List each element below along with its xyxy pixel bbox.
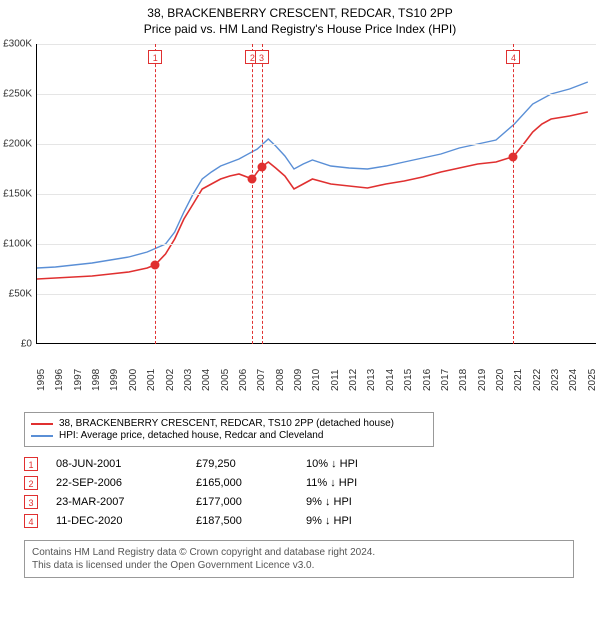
transaction-date: 22-SEP-2006: [56, 477, 196, 489]
legend-swatch: [31, 423, 53, 425]
legend-swatch: [31, 435, 53, 437]
transaction-marker: 4: [24, 514, 38, 528]
x-tick-label: 2019: [477, 369, 488, 391]
x-tick-label: 1999: [109, 369, 120, 391]
series-hpi: [37, 82, 588, 268]
x-tick-label: 1995: [36, 369, 47, 391]
chart-subtitle: Price paid vs. HM Land Registry's House …: [0, 22, 600, 36]
legend-row: 38, BRACKENBERRY CRESCENT, REDCAR, TS10 …: [31, 418, 427, 429]
footer-line1: Contains HM Land Registry data © Crown c…: [32, 546, 566, 559]
x-tick-label: 2013: [366, 369, 377, 391]
gridline: [37, 294, 596, 295]
transaction-row: 1 08-JUN-2001£79,25010% ↓ HPI: [24, 457, 600, 471]
marker-line-4: [513, 44, 514, 344]
transaction-row: 4 11-DEC-2020£187,5009% ↓ HPI: [24, 514, 600, 528]
x-tick-label: 2021: [513, 369, 524, 391]
marker-box-3: 3: [255, 50, 269, 64]
transaction-diff: 11% ↓ HPI: [306, 477, 396, 489]
marker-box-4: 4: [506, 50, 520, 64]
gridline: [37, 44, 596, 45]
transaction-date: 11-DEC-2020: [56, 515, 196, 527]
x-tick-label: 2020: [495, 369, 506, 391]
y-tick-label: £250K: [3, 89, 32, 100]
transaction-marker: 2: [24, 476, 38, 490]
x-tick-label: 2000: [128, 369, 139, 391]
marker-line-2: [252, 44, 253, 344]
transaction-marker: 1: [24, 457, 38, 471]
footer-attribution: Contains HM Land Registry data © Crown c…: [24, 540, 574, 578]
transaction-price: £165,000: [196, 477, 306, 489]
y-tick-label: £100K: [3, 239, 32, 250]
x-tick-label: 1998: [91, 369, 102, 391]
x-tick-label: 2004: [201, 369, 212, 391]
gridline: [37, 144, 596, 145]
transaction-date: 08-JUN-2001: [56, 458, 196, 470]
x-tick-label: 2008: [275, 369, 286, 391]
transaction-diff: 9% ↓ HPI: [306, 496, 396, 508]
transaction-price: £177,000: [196, 496, 306, 508]
marker-line-1: [155, 44, 156, 344]
x-tick-label: 2005: [220, 369, 231, 391]
x-tick-label: 2003: [183, 369, 194, 391]
y-tick-label: £200K: [3, 139, 32, 150]
y-axis: £0£50K£100K£150K£200K£250K£300K: [0, 44, 34, 364]
series-price_paid: [37, 112, 588, 279]
gridline: [37, 194, 596, 195]
marker-box-1: 1: [148, 50, 162, 64]
x-tick-label: 2006: [238, 369, 249, 391]
chart-area: £0£50K£100K£150K£200K£250K£300K 1234: [36, 44, 596, 364]
transaction-price: £79,250: [196, 458, 306, 470]
x-tick-label: 2011: [330, 369, 341, 391]
legend-row: HPI: Average price, detached house, Redc…: [31, 430, 427, 441]
marker-dot-4: [509, 152, 518, 161]
x-tick-label: 2007: [256, 369, 267, 391]
x-tick-label: 2023: [550, 369, 561, 391]
y-tick-label: £300K: [3, 39, 32, 50]
x-tick-label: 2009: [293, 369, 304, 391]
x-tick-label: 1997: [73, 369, 84, 391]
x-tick-label: 2010: [311, 369, 322, 391]
transaction-row: 2 22-SEP-2006£165,00011% ↓ HPI: [24, 476, 600, 490]
transaction-price: £187,500: [196, 515, 306, 527]
footer-line2: This data is licensed under the Open Gov…: [32, 559, 566, 572]
legend-text: 38, BRACKENBERRY CRESCENT, REDCAR, TS10 …: [59, 418, 394, 429]
gridline: [37, 94, 596, 95]
x-tick-label: 2012: [348, 369, 359, 391]
x-tick-label: 2001: [146, 369, 157, 391]
x-tick-label: 2016: [422, 369, 433, 391]
x-tick-label: 2017: [440, 369, 451, 391]
chart-container: 38, BRACKENBERRY CRESCENT, REDCAR, TS10 …: [0, 6, 600, 626]
x-tick-label: 2002: [165, 369, 176, 391]
y-tick-label: £50K: [9, 289, 32, 300]
transaction-row: 3 23-MAR-2007£177,0009% ↓ HPI: [24, 495, 600, 509]
x-tick-label: 2014: [385, 369, 396, 391]
transaction-marker: 3: [24, 495, 38, 509]
plot-area: 1234: [36, 44, 596, 344]
transaction-diff: 9% ↓ HPI: [306, 515, 396, 527]
x-tick-label: 2015: [403, 369, 414, 391]
transaction-diff: 10% ↓ HPI: [306, 458, 396, 470]
legend-text: HPI: Average price, detached house, Redc…: [59, 430, 323, 441]
marker-dot-2: [248, 175, 257, 184]
y-tick-label: £0: [21, 339, 32, 350]
x-tick-label: 1996: [54, 369, 65, 391]
transactions-table: 1 08-JUN-2001£79,25010% ↓ HPI 2 22-SEP-2006…: [24, 457, 600, 528]
x-tick-label: 2018: [458, 369, 469, 391]
x-tick-label: 2025: [587, 369, 598, 391]
transaction-date: 23-MAR-2007: [56, 496, 196, 508]
gridline: [37, 244, 596, 245]
legend: 38, BRACKENBERRY CRESCENT, REDCAR, TS10 …: [24, 412, 434, 447]
marker-dot-1: [151, 260, 160, 269]
chart-title: 38, BRACKENBERRY CRESCENT, REDCAR, TS10 …: [0, 6, 600, 20]
y-tick-label: £150K: [3, 189, 32, 200]
x-tick-label: 2022: [532, 369, 543, 391]
marker-dot-3: [257, 163, 266, 172]
marker-line-3: [262, 44, 263, 344]
x-tick-label: 2024: [568, 369, 579, 391]
